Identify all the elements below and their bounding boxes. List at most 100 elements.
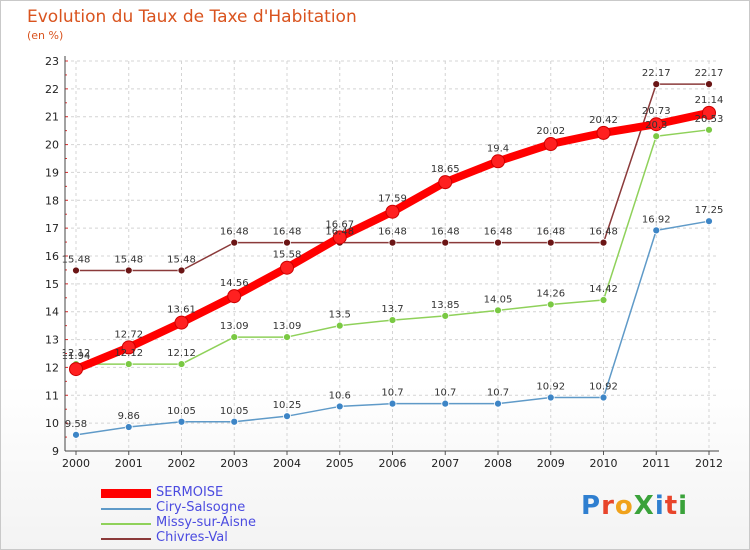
data-label: 15.58 <box>273 250 302 261</box>
data-point <box>124 360 133 368</box>
data-point <box>546 393 555 402</box>
x-tick-label: 2000 <box>62 457 90 470</box>
data-point <box>177 266 186 275</box>
data-point <box>599 238 608 247</box>
y-tick-label: 10 <box>45 417 59 430</box>
data-point <box>388 399 397 408</box>
data-label: 13.5 <box>329 310 351 321</box>
axes: 9 10 11 12 13 14 15 16 17 18 19 20 21 22 23 2000 2001 200… <box>45 55 723 470</box>
data-point <box>596 125 611 140</box>
data-point <box>494 306 502 315</box>
logo-letter: i <box>678 491 689 521</box>
data-label: 19.4 <box>487 143 509 154</box>
chart-subtitle: (en %) <box>27 29 64 42</box>
logo-letter: o <box>614 491 634 521</box>
data-point <box>227 289 242 304</box>
data-label: 21.14 <box>695 95 724 106</box>
data-point <box>283 238 291 247</box>
data-point <box>388 316 397 324</box>
data-labels: 15.48 15.48 15.48 16.48 16.48 16.48 16.48 16.48… <box>62 68 724 430</box>
x-tick-label: 2002 <box>168 457 196 470</box>
legend-label: Ciry-Salsogne <box>156 500 246 515</box>
data-label: 14.05 <box>484 294 513 305</box>
data-point <box>441 238 450 247</box>
data-point <box>543 137 558 152</box>
logo-letter: i <box>654 491 665 521</box>
data-label: 22.17 <box>642 68 671 79</box>
x-tick-label: 2004 <box>273 457 301 470</box>
x-tick-label: 2010 <box>590 457 618 470</box>
data-label: 15.48 <box>62 254 91 265</box>
data-label: 12.72 <box>114 329 143 340</box>
data-label: 16.48 <box>273 227 302 238</box>
data-label: 16.48 <box>484 227 513 238</box>
data-point <box>230 238 239 247</box>
data-label: 16.48 <box>536 227 565 238</box>
data-point <box>438 175 453 190</box>
data-point <box>283 412 291 421</box>
x-tick-label: 2007 <box>431 457 459 470</box>
legend-label: Chivres-Val <box>156 530 228 545</box>
data-label: 16.48 <box>220 227 249 238</box>
y-tick-label: 16 <box>45 250 59 263</box>
data-point <box>652 132 661 141</box>
x-tick-label: 2011 <box>642 457 670 470</box>
data-point <box>441 311 450 320</box>
y-tick-label: 15 <box>45 278 59 291</box>
data-point <box>177 417 186 426</box>
y-tick-label: 22 <box>45 83 59 96</box>
data-label: 12.12 <box>62 348 91 359</box>
data-point <box>124 423 133 431</box>
data-label: 16.48 <box>589 227 618 238</box>
data-point <box>705 125 713 134</box>
data-label: 13.85 <box>431 300 460 311</box>
data-point <box>494 399 502 408</box>
y-tick-label: 18 <box>45 194 59 207</box>
data-point <box>546 300 555 309</box>
data-label: 9.86 <box>118 411 140 422</box>
data-point <box>335 402 344 411</box>
data-label: 16.48 <box>325 227 354 238</box>
data-point <box>230 417 239 426</box>
data-label: 14.26 <box>536 288 565 299</box>
logo-letter: t <box>664 491 679 521</box>
legend-swatch <box>101 538 151 540</box>
data-label: 10.05 <box>220 406 249 417</box>
data-point <box>69 362 83 377</box>
data-point <box>702 105 716 120</box>
data-point <box>177 360 186 368</box>
data-point <box>332 230 347 245</box>
data-label: 10.92 <box>536 382 565 393</box>
data-label: 10.6 <box>329 390 351 401</box>
data-label: 10.7 <box>434 388 456 399</box>
data-label: 16.48 <box>378 227 407 238</box>
data-label: 20.53 <box>695 114 724 125</box>
data-point <box>652 80 661 89</box>
y-tick-label: 17 <box>45 222 59 235</box>
data-label: 16.48 <box>431 227 460 238</box>
data-point <box>230 333 239 341</box>
y-tick-label: 11 <box>45 389 59 402</box>
y-tick-label: 13 <box>45 334 59 347</box>
data-label: 10.92 <box>589 382 618 393</box>
logo-letter: X <box>633 491 655 521</box>
data-point <box>599 296 608 304</box>
data-point <box>388 238 397 247</box>
y-tick-label: 19 <box>45 166 59 179</box>
data-point <box>280 260 294 275</box>
logo-letter: P <box>581 491 602 521</box>
data-label: 16.92 <box>642 214 671 225</box>
data-label: 17.25 <box>695 205 724 216</box>
data-point <box>283 333 291 341</box>
data-point <box>705 217 713 226</box>
series-group <box>69 80 716 439</box>
data-label: 11.94 <box>62 351 91 362</box>
data-point <box>649 117 664 132</box>
data-label: 15.48 <box>114 254 143 265</box>
chart-title: Evolution du Taux de Taxe d'Habitation <box>27 7 357 27</box>
legend-label: Missy-sur-Aisne <box>156 515 256 530</box>
data-label: 14.42 <box>589 284 618 295</box>
legend-swatch <box>101 508 151 510</box>
